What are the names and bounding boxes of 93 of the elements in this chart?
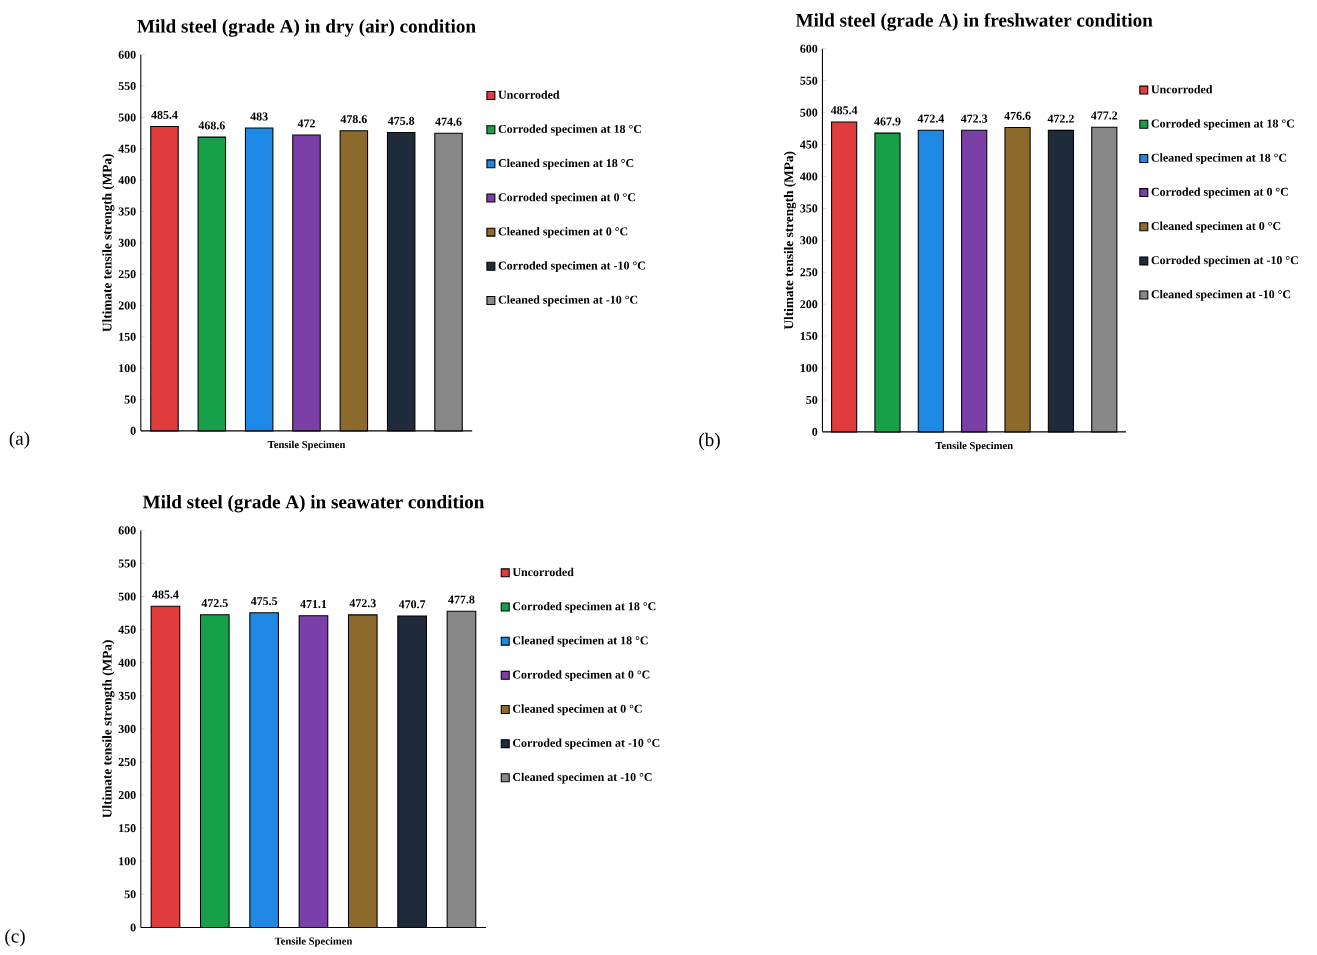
- legend-label: Cleaned specimen at 0 °C: [498, 226, 628, 238]
- y-tick-label: 500: [800, 108, 818, 117]
- y-axis-title: Ultimate tensile strength (MPa): [102, 640, 115, 818]
- data-label: 472.3: [960, 114, 988, 123]
- data-label: 467.9: [874, 117, 901, 126]
- y-tick-label: 600: [800, 44, 818, 53]
- y-tick-label: 300: [118, 724, 136, 733]
- y-tick-label: 500: [118, 592, 136, 601]
- text: (c): [5, 929, 25, 947]
- data-label: 478.6: [340, 114, 367, 124]
- legend-label: Cleaned specimen at -10 °C: [512, 772, 652, 784]
- legend-label: Corroded specimen at 18 °C: [512, 601, 656, 613]
- data-label: 474.6: [435, 117, 462, 126]
- chart-title: Mild steel (grade A) in dry (air) condition: [137, 19, 476, 37]
- y-tick-label: 350: [118, 207, 136, 216]
- y-tick-label: 50: [124, 890, 136, 899]
- legend-label: Cleaned specimen at 18 °C: [498, 158, 634, 170]
- data-label: 485.4: [830, 106, 858, 115]
- legend-label: Corroded specimen at 18 °C: [498, 124, 641, 136]
- y-tick-label: 150: [800, 331, 818, 340]
- x-axis-title: Tensile Specimen: [935, 441, 1013, 452]
- y-tick-label: 0: [130, 426, 136, 435]
- data-label: 472.5: [201, 598, 228, 607]
- y-axis-title: Ultimate tensile strength (MPa): [783, 151, 797, 330]
- legend-label: Cleaned specimen at -10 °C: [498, 295, 638, 307]
- legend-label: Uncorroded: [1151, 84, 1213, 94]
- legend-label: Corroded specimen at 0 °C: [498, 192, 636, 204]
- y-tick-label: 200: [118, 301, 136, 310]
- data-label: 477.2: [1091, 111, 1118, 120]
- y-tick-label: 150: [119, 823, 136, 833]
- data-label: 472.4: [917, 114, 945, 123]
- legend-label: Cleaned specimen at 0 °C: [512, 704, 642, 716]
- legend-label: Corroded specimen at -10 °C: [512, 738, 660, 750]
- y-tick-label: 400: [118, 658, 136, 667]
- y-tick-label: 250: [118, 757, 136, 766]
- data-label: 472.2: [1047, 114, 1074, 123]
- legend-label: Cleaned specimen at 18 °C: [1151, 153, 1287, 164]
- x-axis-title: Tensile Specimen: [274, 937, 353, 947]
- data-label: 476.6: [1004, 111, 1031, 120]
- text: (b): [699, 432, 720, 451]
- y-tick-label: 200: [800, 299, 818, 309]
- y-axis-title: Ultimate tensile strength (MPa): [102, 154, 115, 332]
- y-tick-label: 450: [118, 625, 136, 634]
- x-axis-title: Tensile Specimen: [267, 440, 346, 451]
- y-tick-label: 600: [118, 526, 136, 535]
- data-label: 485.4: [151, 110, 178, 119]
- data-label: 475.8: [387, 116, 415, 125]
- y-tick-label: 0: [812, 427, 818, 436]
- legend-label: Corroded specimen at 0 °C: [512, 670, 650, 681]
- y-tick-label: 550: [118, 559, 136, 568]
- legend-label: Cleaned specimen at 18 °C: [512, 635, 648, 647]
- chart-title: Mild steel (grade A) in seawater condition: [142, 494, 485, 513]
- legend-label: Cleaned specimen at 0 °C: [1151, 221, 1281, 233]
- y-tick-label: 100: [119, 857, 136, 866]
- y-tick-label: 100: [800, 363, 818, 372]
- y-tick-label: 600: [118, 50, 136, 59]
- y-tick-label: 350: [118, 691, 136, 700]
- y-tick-label: 50: [806, 395, 818, 404]
- y-tick-label: 400: [800, 172, 818, 181]
- data-label: 468.6: [198, 121, 225, 130]
- y-tick-label: 450: [118, 144, 136, 153]
- y-tick-label: 300: [800, 236, 818, 245]
- y-tick-label: 200: [118, 790, 136, 799]
- y-tick-label: 550: [800, 76, 818, 85]
- data-label: 472: [297, 119, 315, 128]
- y-tick-label: 100: [119, 364, 136, 373]
- data-label: 471.1: [300, 599, 327, 608]
- legend-label: Uncorroded: [498, 90, 560, 99]
- legend-label: Corroded specimen at -10 °C: [498, 261, 645, 272]
- legend-label: Corroded specimen at -10 °C: [1151, 255, 1298, 267]
- y-tick-label: 300: [118, 238, 136, 247]
- legend-label: Corroded specimen at 18 °C: [1151, 119, 1294, 130]
- data-label: 483: [250, 112, 268, 121]
- data-label: 470.7: [398, 600, 426, 609]
- legend-label: Corroded specimen at 0 °C: [1151, 187, 1288, 199]
- y-tick-label: 250: [118, 269, 136, 279]
- y-tick-label: 50: [124, 395, 136, 404]
- data-label: 485.4: [152, 590, 179, 599]
- y-tick-label: 150: [119, 332, 136, 341]
- y-tick-label: 500: [118, 113, 136, 122]
- chart-title: Mild steel (grade A) in freshwater condition: [795, 12, 1153, 31]
- data-label: 475.5: [250, 596, 278, 606]
- legend-label: Cleaned specimen at -10 °C: [1151, 289, 1291, 301]
- data-label: 472.3: [349, 599, 376, 608]
- y-tick-label: 450: [800, 140, 818, 149]
- y-tick-label: 550: [118, 81, 136, 90]
- data-label: 477.8: [448, 595, 475, 604]
- y-tick-label: 350: [800, 204, 818, 213]
- y-tick-label: 250: [800, 268, 818, 277]
- y-tick-label: 400: [118, 175, 136, 184]
- text: (a): [9, 431, 30, 449]
- y-tick-label: 0: [130, 923, 136, 932]
- legend-label: Uncorroded: [512, 567, 574, 576]
